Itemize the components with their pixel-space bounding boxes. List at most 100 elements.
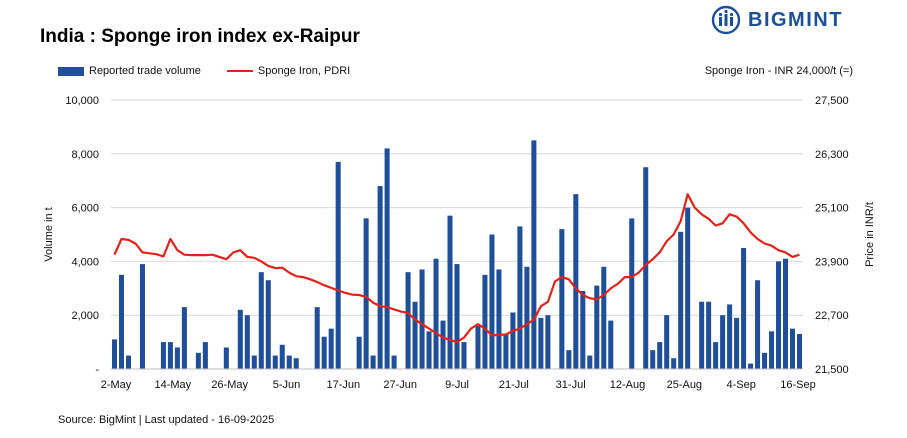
volume-bar: [293, 358, 299, 369]
volume-bar: [433, 258, 439, 369]
volume-bar: [545, 315, 551, 369]
volume-bar: [265, 280, 271, 369]
legend-label-volume: Reported trade volume: [89, 65, 201, 77]
volume-bar: [789, 328, 796, 369]
x-tick-label: 16-Sep: [780, 379, 815, 391]
x-tick-label: 14-May: [154, 379, 191, 391]
x-tick-label: 27-Jun: [383, 379, 417, 391]
volume-bar: [475, 325, 481, 369]
volume-bar: [174, 347, 180, 369]
volume-bar: [769, 331, 775, 369]
y-tick-label-left: 10,000: [65, 95, 99, 107]
volume-bar: [272, 355, 278, 369]
volume-bar: [370, 355, 376, 369]
volume-bar: [391, 355, 397, 369]
x-tick-label: 25-Aug: [667, 379, 702, 391]
volume-bar: [573, 194, 579, 369]
volume-bar: [335, 161, 341, 369]
volume-bar: [139, 264, 145, 369]
volume-bar: [531, 140, 537, 369]
x-tick-label: 31-Jul: [556, 379, 586, 391]
legend-bar-swatch: [58, 66, 84, 76]
y-tick-label-left: 8,000: [71, 149, 99, 161]
volume-bar: [629, 218, 635, 369]
volume-bar: [608, 320, 614, 369]
volume-bar: [643, 167, 649, 369]
x-tick-label: 2-May: [101, 379, 132, 391]
volume-bar: [762, 352, 768, 369]
volume-bar: [279, 344, 285, 369]
brand-logo: BIGMINT: [711, 5, 843, 35]
chart-legend: Reported trade volume Sponge Iron, PDRI: [58, 65, 376, 77]
x-tick-label: 9-Jul: [445, 379, 469, 391]
y-axis-title-right: Price in INR/t: [864, 202, 876, 267]
volume-bar: [671, 358, 677, 369]
y-tick-label-right: 23,900: [815, 256, 849, 268]
x-tick-label: 4-Sep: [726, 379, 755, 391]
bigmint-logo-icon: [711, 5, 741, 35]
volume-bar: [223, 347, 229, 369]
volume-bar: [538, 317, 544, 369]
volume-bar: [181, 307, 187, 369]
volume-bar: [706, 301, 712, 369]
volume-bar: [202, 342, 208, 369]
volume-bar: [566, 350, 572, 369]
volume-bar: [783, 258, 789, 369]
volume-bar: [419, 269, 425, 369]
volume-bar: [741, 247, 747, 369]
x-tick-label: 12-Aug: [610, 379, 645, 391]
volume-bar: [699, 301, 705, 369]
volume-bar: [685, 207, 691, 369]
volume-bar: [321, 336, 327, 369]
volume-bar: [796, 334, 803, 369]
volume-bar: [734, 317, 740, 369]
brand-name: BIGMINT: [748, 8, 843, 31]
legend-line-swatch: [226, 70, 253, 72]
volume-bar: [384, 148, 390, 369]
volume-bar: [510, 312, 516, 369]
volume-bar: [601, 266, 607, 369]
volume-bar: [482, 274, 488, 369]
volume-bar: [496, 269, 502, 369]
x-tick-label: 5-Jun: [273, 379, 301, 391]
y-tick-label-right: 22,700: [815, 310, 849, 322]
volume-bar: [405, 272, 411, 369]
volume-bar: [580, 290, 586, 369]
x-tick-label: 21-Jul: [499, 379, 529, 391]
volume-bar: [412, 301, 418, 369]
volume-bar: [713, 342, 719, 369]
price-note: Sponge Iron - INR 24,000/t (=): [704, 65, 853, 77]
volume-bar: [314, 307, 320, 369]
volume-bar: [517, 226, 523, 369]
volume-bar: [587, 355, 593, 369]
volume-bar: [111, 339, 118, 369]
volume-bar: [720, 315, 726, 369]
y-tick-label-left: -: [95, 364, 99, 376]
volume-bar: [377, 186, 383, 369]
volume-bar: [160, 342, 166, 369]
volume-bar: [195, 352, 201, 369]
volume-bar: [489, 234, 495, 369]
volume-bar: [356, 336, 362, 369]
volume-bar: [461, 342, 467, 369]
x-tick-label: 26-May: [211, 379, 248, 391]
volume-bar: [657, 342, 663, 369]
volume-bar: [678, 231, 684, 369]
x-tick-label: 17-Jun: [327, 379, 361, 391]
chart-title: India : Sponge iron index ex-Raipur: [40, 26, 360, 47]
y-tick-label-right: 27,500: [815, 95, 849, 107]
y-tick-label-right: 25,100: [815, 203, 849, 215]
volume-bar: [328, 328, 334, 369]
legend-label-price: Sponge Iron, PDRI: [257, 65, 351, 77]
legend-item-price: Sponge Iron, PDRI: [226, 65, 351, 77]
y-tick-label-right: 26,300: [815, 149, 849, 161]
volume-bar: [454, 264, 460, 369]
volume-bar: [776, 261, 782, 369]
volume-bar: [447, 215, 453, 369]
volume-bar: [594, 285, 600, 369]
y-tick-label-left: 6,000: [71, 203, 99, 215]
volume-bar: [755, 280, 761, 369]
volume-bar: [251, 355, 257, 369]
volume-bar: [363, 218, 369, 369]
